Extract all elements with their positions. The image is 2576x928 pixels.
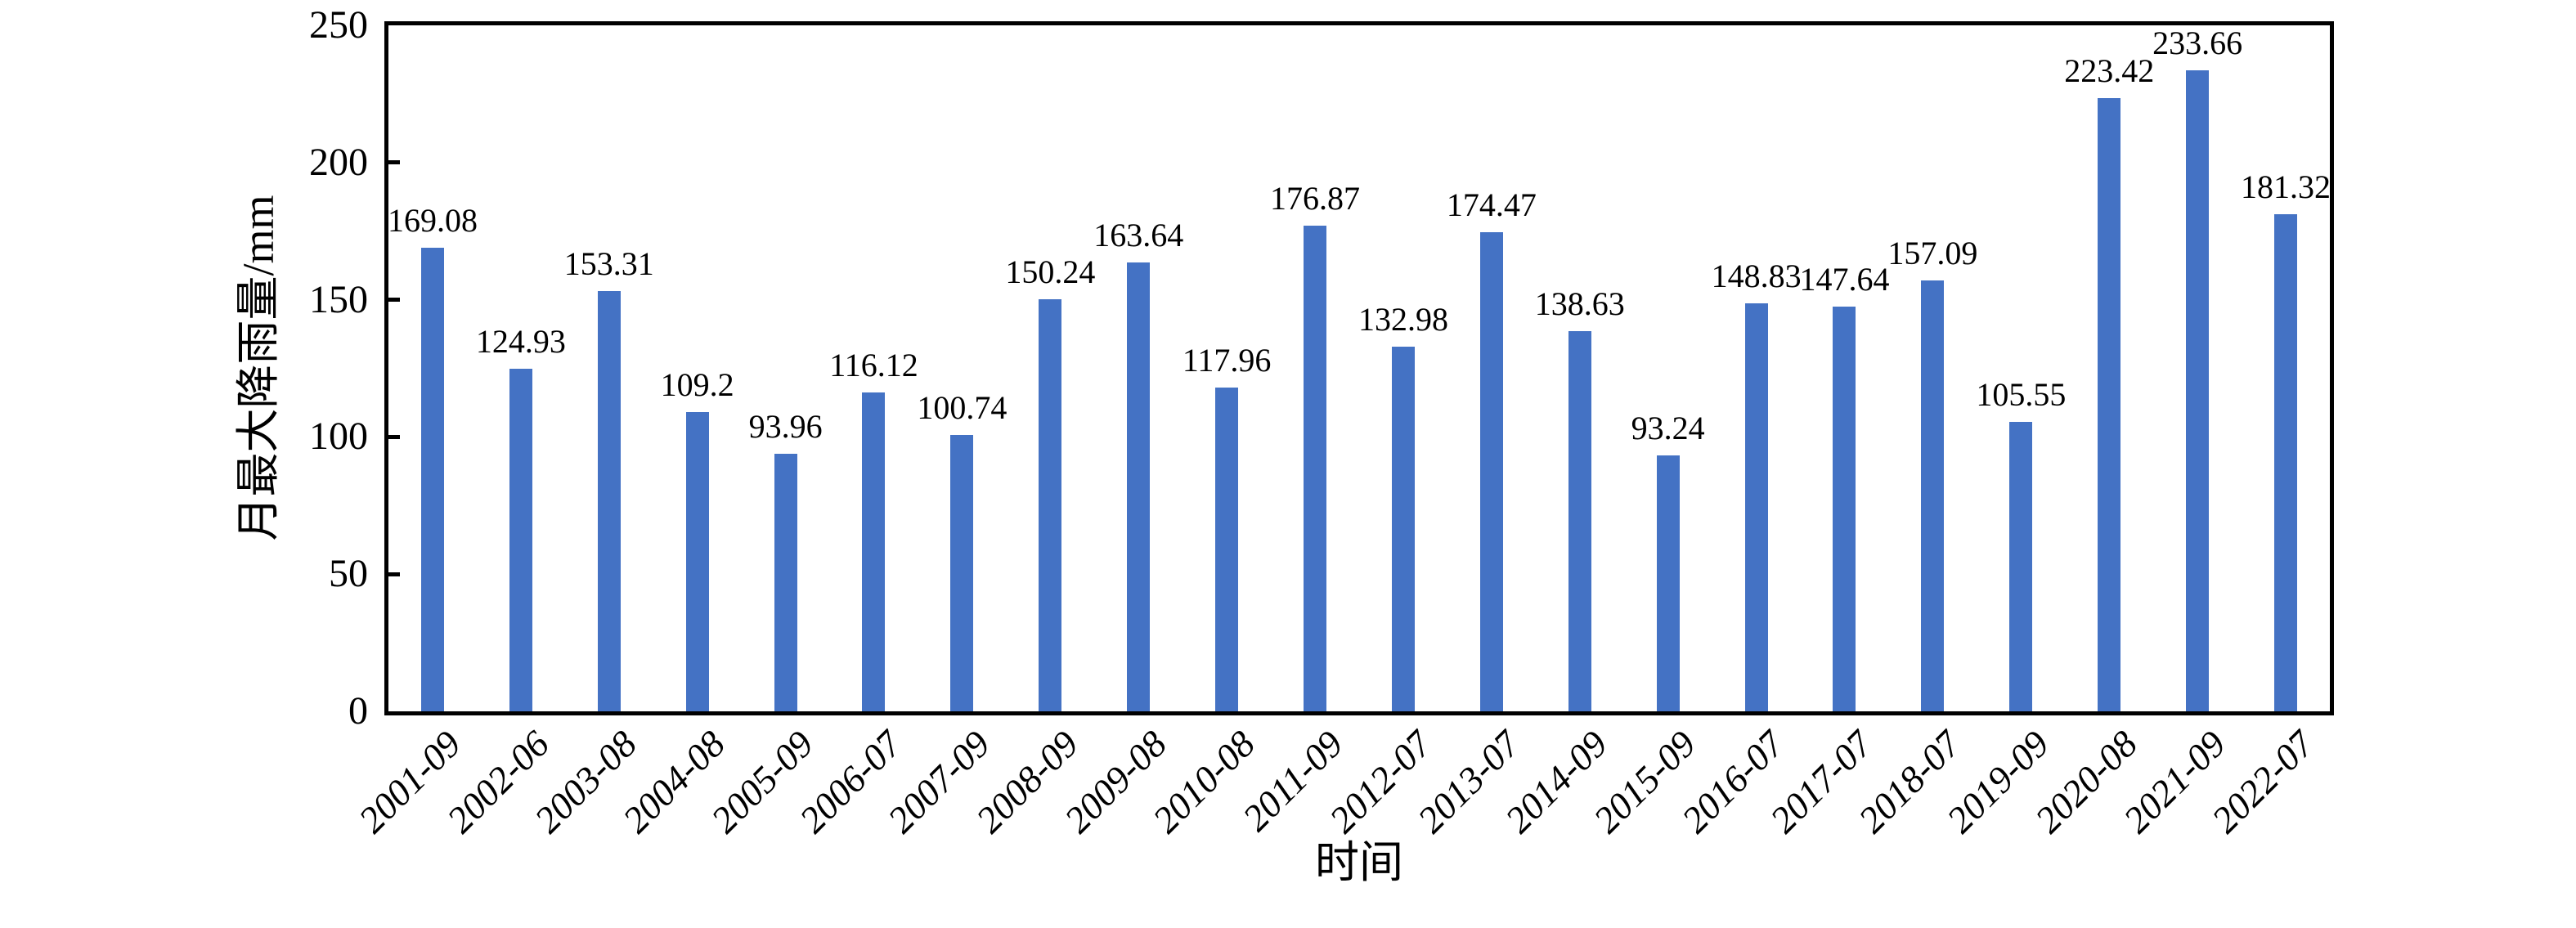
bar — [1479, 232, 1503, 711]
bar-value-label: 147.64 — [1799, 260, 1890, 298]
bar-value-label: 181.32 — [2241, 168, 2331, 205]
bar-slot: 181.32 — [2241, 25, 2331, 711]
bar-slot: 153.31 — [563, 25, 654, 711]
bar-slot: 100.74 — [917, 25, 1008, 711]
y-axis-tick — [388, 572, 400, 576]
bar-value-label: 163.64 — [1093, 216, 1184, 253]
bar — [2186, 69, 2210, 711]
x-axis-title: 时间 — [1315, 838, 1403, 887]
bar-value-label: 174.47 — [1446, 186, 1537, 224]
bar-value-label: 150.24 — [1005, 253, 1096, 290]
bar-value-label: 116.12 — [829, 347, 918, 384]
bar — [1568, 330, 1591, 711]
y-tick-label: 50 — [329, 552, 368, 596]
bar — [1304, 226, 1327, 711]
bar-slot: 132.98 — [1358, 25, 1448, 711]
y-tick-label: 0 — [348, 689, 368, 733]
bar-slot: 176.87 — [1270, 25, 1361, 711]
bar — [509, 368, 532, 711]
bar — [685, 411, 709, 711]
bar-value-label: 105.55 — [1976, 375, 2067, 413]
bar-value-label: 132.98 — [1358, 300, 1448, 338]
bar — [862, 392, 886, 711]
bar-value-label: 138.63 — [1534, 285, 1625, 322]
bar-slot: 124.93 — [475, 25, 566, 711]
y-tick-label: 250 — [309, 3, 368, 47]
bar — [1127, 262, 1151, 711]
bar-slot: 116.12 — [829, 25, 918, 711]
bar-slot: 93.96 — [742, 25, 830, 711]
bar-value-label: 233.66 — [2152, 24, 2243, 61]
bar — [2098, 98, 2121, 711]
bar-value-label: 148.83 — [1711, 257, 1802, 294]
bar-value-label: 93.24 — [1631, 410, 1705, 447]
bar-slot: 163.64 — [1093, 25, 1184, 711]
bar-slot: 157.09 — [1887, 25, 1978, 711]
bar — [420, 247, 444, 711]
bar-value-label: 117.96 — [1182, 342, 1272, 379]
bar-value-label: 169.08 — [387, 201, 478, 239]
bar — [1921, 280, 1945, 711]
bar-slot: 148.83 — [1711, 25, 1802, 711]
bar — [1215, 388, 1239, 711]
y-axis-tick — [388, 434, 400, 439]
bar — [774, 453, 797, 711]
bar-slot: 169.08 — [387, 25, 478, 711]
bar — [1744, 303, 1768, 711]
y-tick-label: 150 — [309, 277, 368, 321]
bar-slot: 147.64 — [1799, 25, 1890, 711]
y-axis-tick — [388, 298, 400, 303]
bar — [950, 434, 974, 711]
bar-value-label: 176.87 — [1270, 180, 1361, 217]
y-axis-title: 月最大降雨量/mm — [234, 195, 283, 541]
bar — [1391, 346, 1415, 711]
bar — [1656, 455, 1680, 711]
bar-value-label: 109.2 — [660, 365, 734, 403]
bar-value-label: 223.42 — [2064, 52, 2155, 90]
bar-value-label: 157.09 — [1887, 234, 1978, 271]
bar — [1039, 298, 1062, 711]
bar — [1833, 306, 1856, 711]
bar-slot: 109.2 — [653, 25, 742, 711]
bar-slot: 233.66 — [2152, 24, 2243, 711]
bar — [2009, 421, 2033, 711]
bar-slot: 93.24 — [1624, 25, 1712, 711]
bar-value-label: 100.74 — [917, 388, 1008, 426]
bar-slot: 223.42 — [2064, 25, 2155, 711]
bar-value-label: 153.31 — [563, 244, 654, 282]
bar-slot: 105.55 — [1976, 25, 2067, 711]
bar — [2274, 213, 2298, 711]
bar-slot: 117.96 — [1183, 25, 1271, 711]
bar — [597, 290, 621, 711]
bar-slot: 150.24 — [1005, 25, 1096, 711]
bar-slot: 138.63 — [1534, 25, 1625, 711]
bar-value-label: 124.93 — [475, 322, 566, 360]
bar-slot: 174.47 — [1446, 25, 1537, 711]
y-axis-tick — [388, 160, 400, 165]
plot-area: 169.08 124.93 153.31 109.2 93.96 116.12 100.74… — [384, 21, 2334, 715]
y-tick-label: 200 — [309, 140, 368, 184]
bar-value-label: 93.96 — [748, 407, 823, 445]
y-tick-label: 100 — [309, 415, 368, 459]
